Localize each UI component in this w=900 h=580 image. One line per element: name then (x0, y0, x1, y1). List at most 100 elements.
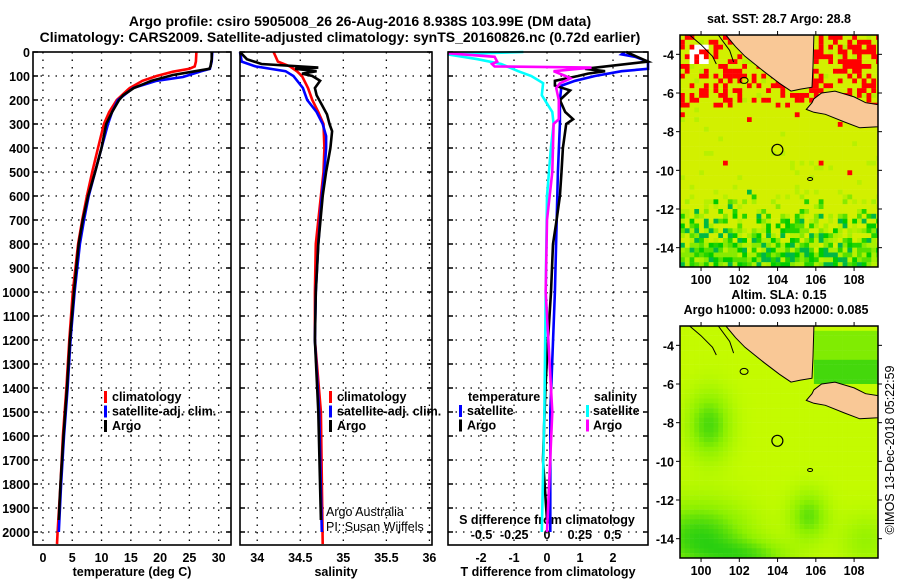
map-cell (866, 97, 872, 103)
map-cell (828, 262, 834, 267)
map-cell (694, 398, 700, 404)
map-cell (723, 228, 729, 234)
map-cell (723, 326, 729, 332)
map-cell (847, 475, 853, 481)
map-cell (861, 252, 867, 258)
map-cell (727, 446, 733, 452)
map-cell (861, 417, 867, 423)
map-cell (689, 218, 695, 224)
map-cell (761, 364, 767, 370)
map-cell (837, 78, 843, 84)
map-cell (866, 189, 872, 195)
map-cell (818, 170, 824, 176)
map-cell (785, 529, 791, 535)
map-cell (751, 78, 757, 84)
map-cell (804, 170, 810, 176)
map-cell (871, 471, 877, 477)
map-cell (737, 514, 743, 520)
lon-tick-label: 106 (805, 273, 826, 287)
map-cell (770, 189, 776, 195)
map-cell (871, 500, 877, 506)
map-cell (837, 504, 843, 510)
map-cell (766, 533, 772, 539)
map-cell (708, 475, 714, 481)
map-cell (794, 146, 800, 152)
map-cell (842, 485, 848, 491)
map-cell (699, 461, 705, 467)
map-cell (852, 131, 858, 137)
map-cell (794, 233, 800, 239)
map-cell (790, 112, 796, 118)
map-cell (804, 403, 810, 409)
map-cell (775, 252, 781, 258)
map-cell (718, 471, 724, 477)
map-cell (876, 519, 878, 525)
map-cell (761, 238, 767, 244)
map-cell (833, 238, 839, 244)
map-cell (684, 427, 690, 433)
map-cell (742, 466, 748, 472)
map-cell (833, 461, 839, 467)
map-cell (799, 514, 805, 520)
map-cell (718, 131, 724, 137)
lat-tick-label: -12 (656, 494, 674, 508)
map-cell (818, 340, 824, 346)
map-cell (861, 456, 867, 462)
map-cell (737, 437, 743, 443)
map-cell (799, 204, 805, 210)
map-cell (818, 456, 824, 462)
land-sumatra (725, 326, 815, 383)
x-tick-label: 0 (39, 551, 46, 565)
map-cell (813, 490, 819, 496)
map-cell (713, 83, 719, 89)
map-cell (847, 39, 853, 45)
map-cell (680, 350, 686, 356)
map-cell (828, 538, 834, 544)
map-cell (861, 68, 867, 74)
map-cell (756, 194, 762, 200)
map-cell (713, 524, 719, 530)
map-cell (799, 480, 805, 486)
map-cell (857, 533, 863, 539)
map-cell (718, 64, 724, 70)
map-cell (761, 509, 767, 515)
map-cell (713, 93, 719, 99)
map-cell (723, 223, 729, 229)
map-cell (684, 141, 690, 147)
map-cell (718, 189, 724, 195)
map-cell (852, 73, 858, 79)
map-cell (689, 252, 695, 258)
map-cell (770, 514, 776, 520)
map-cell (818, 223, 824, 229)
map-cell (766, 422, 772, 428)
map-cell (694, 355, 700, 361)
map-cell (680, 151, 686, 157)
map-cell (747, 446, 753, 452)
map-cell (680, 209, 686, 215)
map-cell (871, 543, 877, 549)
map-cell (871, 88, 877, 94)
map-cell (732, 471, 738, 477)
map-cell (857, 189, 863, 195)
map-cell (751, 175, 757, 181)
map-cell (794, 495, 800, 501)
map-cell (813, 136, 819, 142)
map-cell (689, 122, 695, 128)
map-cell (684, 485, 690, 491)
map-cell (861, 126, 867, 132)
map-cell (871, 461, 877, 467)
map-cell (689, 480, 695, 486)
map-cell (804, 223, 810, 229)
map-cell (689, 524, 695, 530)
map-cell (852, 374, 858, 380)
map-cell (813, 64, 819, 70)
map-cell (742, 238, 748, 244)
map-cell (852, 359, 858, 365)
map-cell (689, 408, 695, 414)
map-cell (818, 403, 824, 409)
map-cell (694, 180, 700, 186)
map-cell (837, 529, 843, 535)
map-cell (813, 504, 819, 510)
map-cell (842, 480, 848, 486)
map-cell (823, 471, 829, 477)
